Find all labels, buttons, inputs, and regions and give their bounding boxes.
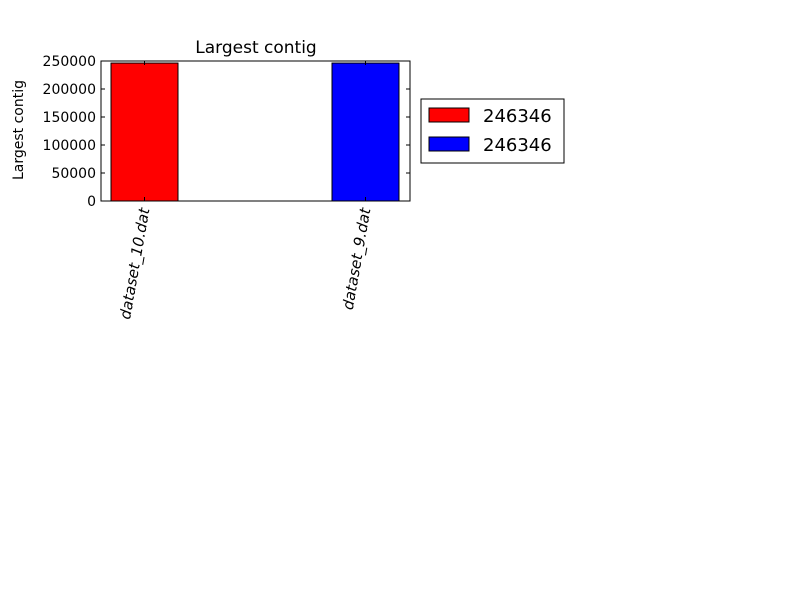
y-tick-label: 50000 <box>51 166 96 182</box>
legend-label-1: 246346 <box>483 106 552 127</box>
x-tick-label: dataset_10.dat <box>116 205 154 320</box>
legend-label-2: 246346 <box>483 135 552 156</box>
y-tick-label: 150000 <box>43 110 96 126</box>
y-tick-label: 250000 <box>43 54 96 70</box>
y-tick-label: 0 <box>87 194 96 210</box>
chart-title: Largest contig <box>195 38 316 58</box>
legend-swatch-2 <box>428 136 470 152</box>
y-axis-ticks: 0 50000 100000 150000 200000 250000 <box>43 54 410 210</box>
x-tick-label: dataset_9.dat <box>339 205 376 311</box>
plot-area-frame <box>100 60 411 202</box>
legend-swatch-1 <box>428 107 470 123</box>
legend: 246346 246346 <box>420 98 565 164</box>
bar-1 <box>110 62 179 202</box>
bars <box>110 62 400 202</box>
y-tick-label: 100000 <box>43 138 96 154</box>
y-axis-label: Largest contig <box>11 80 27 180</box>
bar-2 <box>331 62 400 202</box>
y-tick-label: 200000 <box>43 82 96 98</box>
